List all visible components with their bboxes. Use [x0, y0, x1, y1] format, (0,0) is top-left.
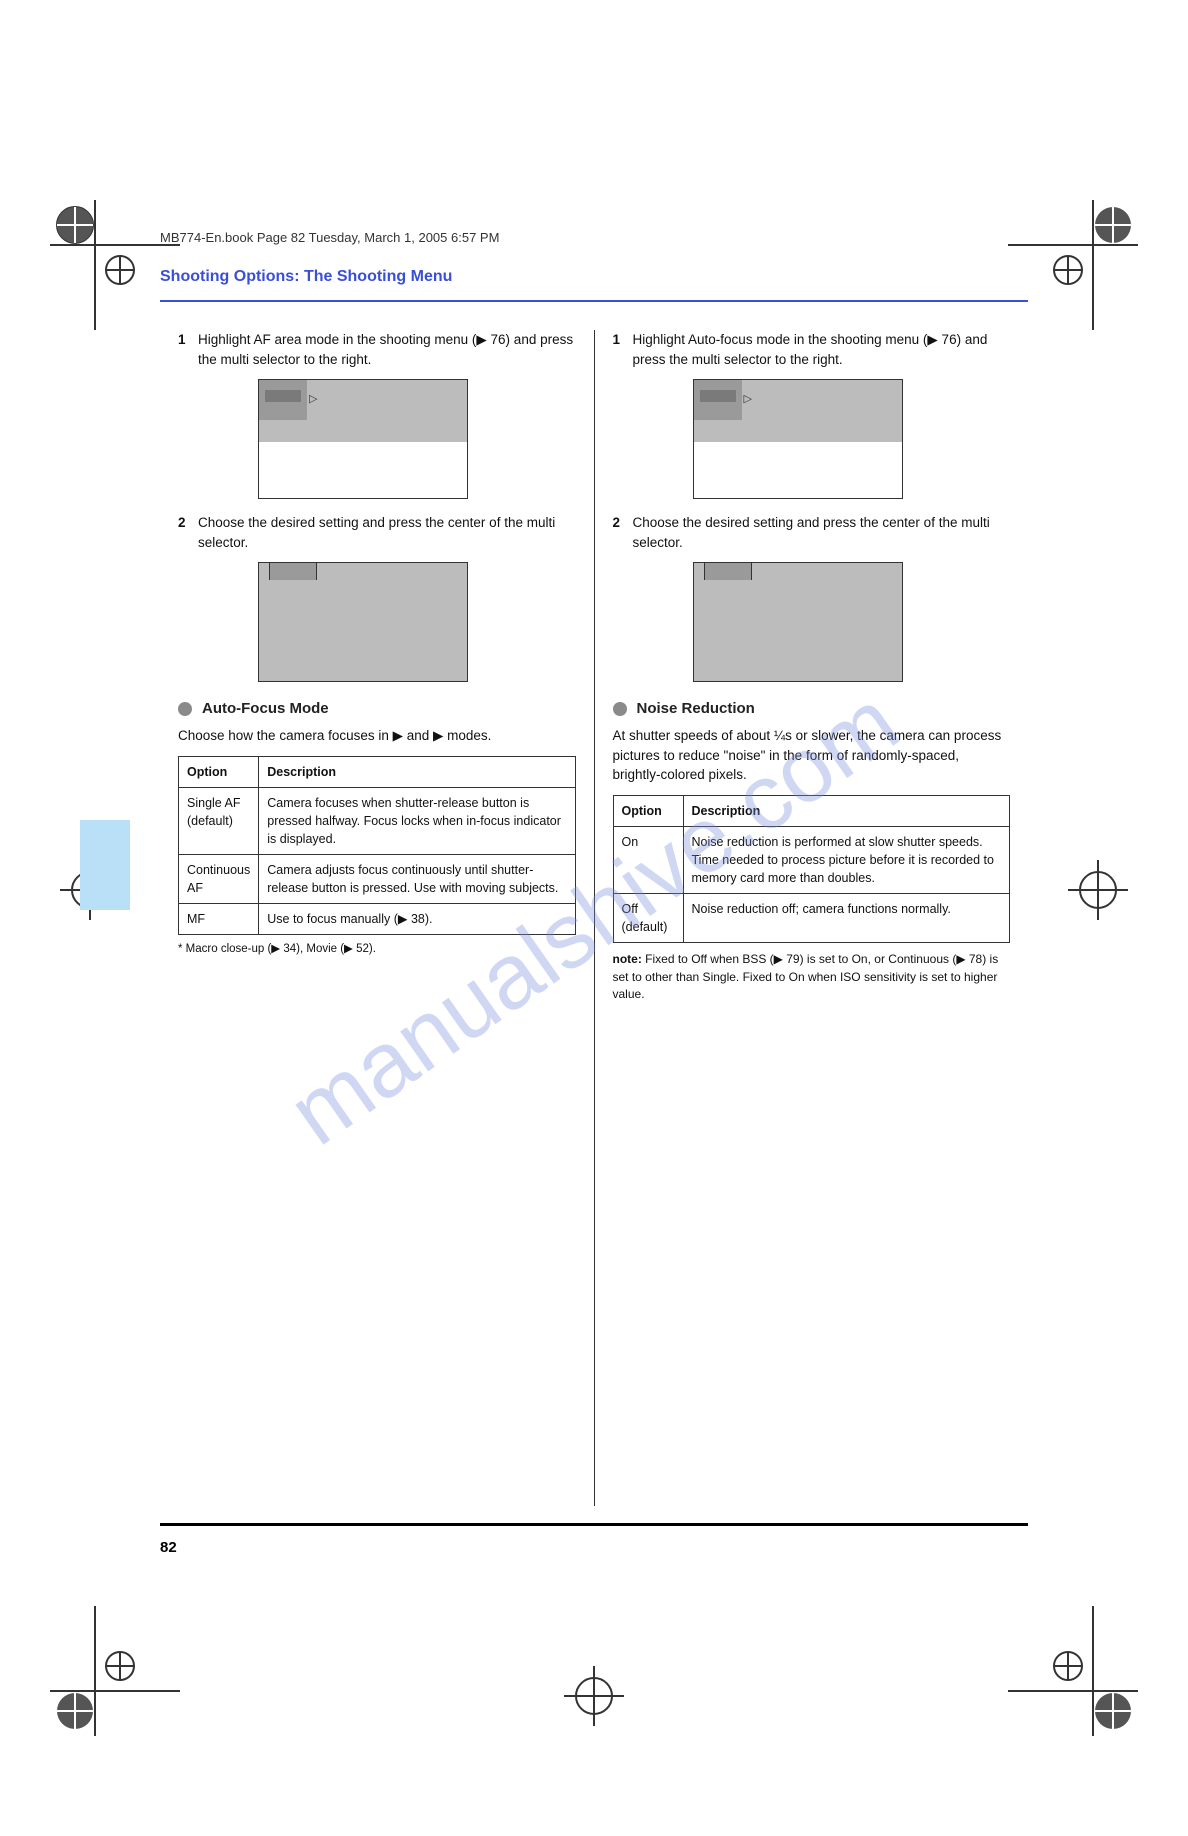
arrow-icon: ▷: [309, 392, 317, 408]
step: 1 Highlight Auto-focus mode in the shoot…: [613, 330, 1011, 369]
table-cell: Continuous AF: [179, 855, 259, 904]
menu-figure: ▷: [258, 379, 468, 499]
table-cell: Camera adjusts focus continuously until …: [259, 855, 575, 904]
bullet-icon: [178, 702, 192, 716]
table-header: Description: [683, 795, 1010, 826]
table-cell: Noise reduction off; camera functions no…: [683, 894, 1010, 943]
page-number: 82: [160, 1539, 177, 1556]
step-number: 1: [178, 330, 198, 369]
step-number: 2: [178, 513, 198, 552]
step-number: 1: [613, 330, 633, 369]
crop-mark-icon: [554, 1656, 634, 1736]
table-row: Off (default) Noise reduction off; camer…: [613, 894, 1010, 943]
table-cell: Off (default): [613, 894, 683, 943]
subsection-heading: Noise Reduction: [613, 698, 1011, 720]
note: note: Fixed to Off when BSS (▶ 79) is se…: [613, 951, 1011, 1003]
step: 1 Highlight AF area mode in the shooting…: [178, 330, 576, 369]
step-number: 2: [613, 513, 633, 552]
footer-rule: [160, 1523, 1028, 1526]
intro-text: At shutter speeds of about ¼s or slower,…: [613, 726, 1011, 785]
header-rule: [160, 300, 1028, 302]
table-cell: Camera focuses when shutter-release butt…: [259, 787, 575, 854]
table-row: MF Use to focus manually (▶ 38).: [179, 904, 576, 935]
note-text: Fixed to Off when BSS (▶ 79) is set to O…: [613, 952, 999, 1001]
step-text: Highlight AF area mode in the shooting m…: [198, 330, 576, 369]
step-text: Choose the desired setting and press the…: [198, 513, 576, 552]
note-label: note:: [613, 952, 642, 966]
table-cell: MF: [179, 904, 259, 935]
column-right: 1 Highlight Auto-focus mode in the shoot…: [595, 330, 1029, 1506]
step-text: Highlight Auto-focus mode in the shootin…: [633, 330, 1011, 369]
subsection-heading: Auto-Focus Mode: [178, 698, 576, 720]
crop-mark-icon: [1008, 1606, 1138, 1736]
table-header: Option: [179, 756, 259, 787]
table-header: Description: [259, 756, 575, 787]
crop-mark-icon: [50, 1606, 180, 1736]
side-tab: [80, 820, 130, 910]
footnote: * Macro close-up (▶ 34), Movie (▶ 52).: [178, 941, 576, 958]
table-row: Continuous AF Camera adjusts focus conti…: [179, 855, 576, 904]
heading-text: Noise Reduction: [637, 698, 755, 720]
table-cell: Noise reduction is performed at slow shu…: [683, 826, 1010, 893]
column-left: 1 Highlight AF area mode in the shooting…: [160, 330, 595, 1506]
heading-text: Auto-Focus Mode: [202, 698, 329, 720]
page-content: MB774-En.book Page 82 Tuesday, March 1, …: [160, 300, 1028, 1556]
crop-mark-icon: [1058, 850, 1138, 930]
section-title: Shooting Options: The Shooting Menu: [160, 268, 452, 286]
options-table: Option Description On Noise reduction is…: [613, 795, 1011, 944]
table-cell: Single AF (default): [179, 787, 259, 854]
menu-figure: ▷: [693, 379, 903, 499]
table-cell: On: [613, 826, 683, 893]
step: 2 Choose the desired setting and press t…: [178, 513, 576, 552]
options-table: Option Description Single AF (default) C…: [178, 756, 576, 936]
intro-text: Choose how the camera focuses in ▶ and ▶…: [178, 726, 576, 746]
table-header: Option: [613, 795, 683, 826]
menu-figure: [258, 562, 468, 682]
table-row: On Noise reduction is performed at slow …: [613, 826, 1010, 893]
step: 2 Choose the desired setting and press t…: [613, 513, 1011, 552]
menu-figure: [693, 562, 903, 682]
step-text: Choose the desired setting and press the…: [633, 513, 1011, 552]
bullet-icon: [613, 702, 627, 716]
header-file-info: MB774-En.book Page 82 Tuesday, March 1, …: [160, 230, 499, 245]
arrow-icon: ▷: [744, 392, 752, 408]
table-cell: Use to focus manually (▶ 38).: [259, 904, 575, 935]
table-row: Single AF (default) Camera focuses when …: [179, 787, 576, 854]
